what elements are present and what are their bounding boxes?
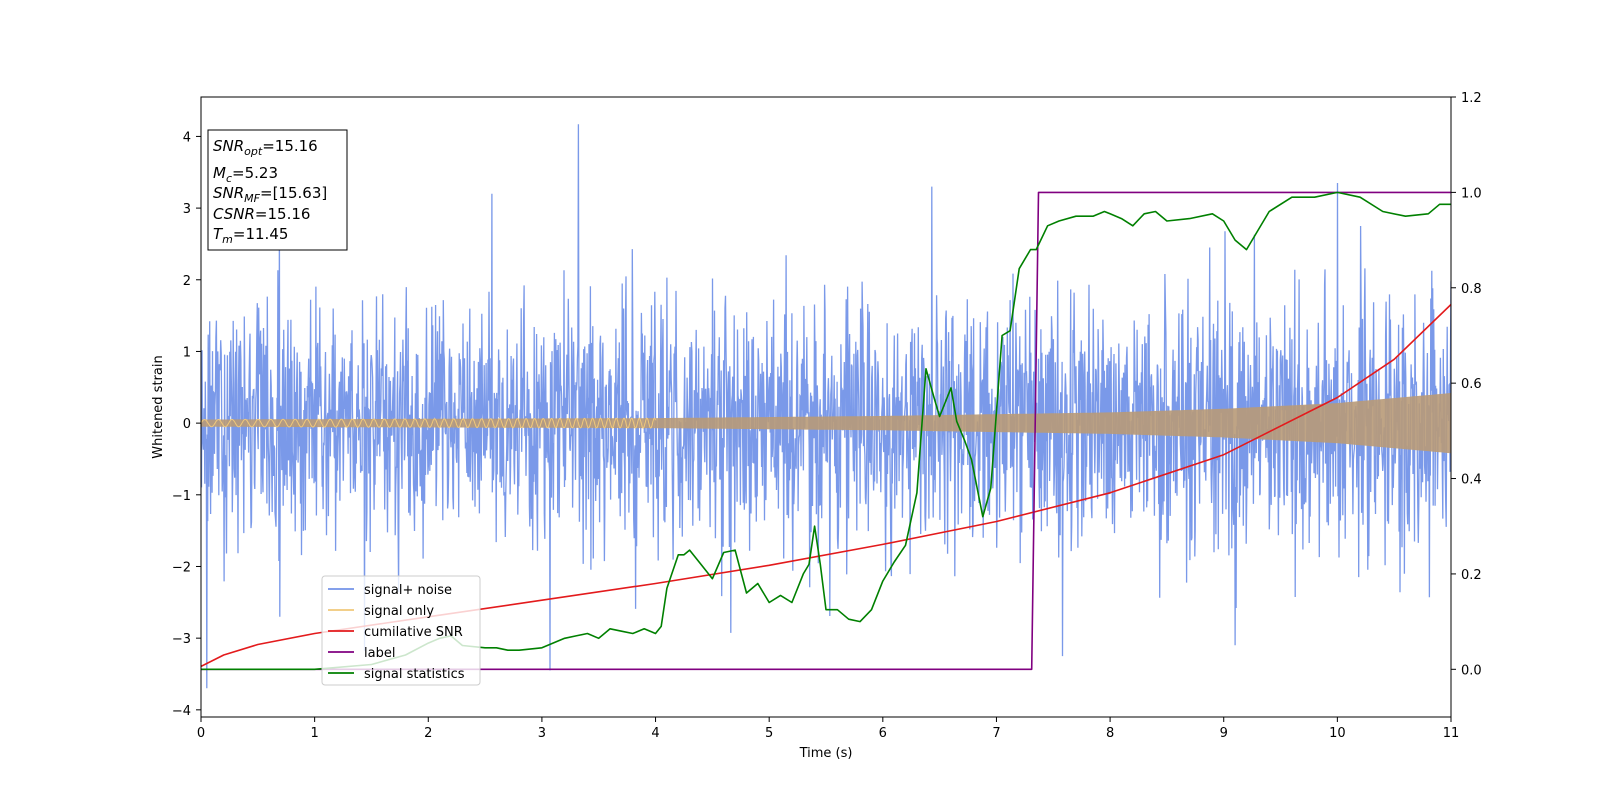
x-tick-label: 9 — [1220, 726, 1228, 741]
x-tick-label: 4 — [651, 726, 659, 741]
legend-label: signal statistics — [364, 667, 465, 682]
plot-area — [201, 124, 1451, 689]
series-label-line — [201, 191, 1451, 671]
legend-label: signal only — [364, 604, 434, 619]
series-signal-statistics-line — [201, 191, 1451, 671]
y-tick-label: −3 — [172, 632, 191, 647]
x-tick-label: 6 — [879, 726, 887, 741]
info-snr-opt: SNRopt=15.16 — [213, 137, 318, 158]
x-axis-label: Time (s) — [799, 746, 853, 761]
info-mc: Mc=5.23 — [213, 164, 278, 185]
y2-tick-label: 0.2 — [1461, 568, 1482, 583]
series-cumilative-snr-line — [201, 303, 1451, 668]
y-tick-label: 0 — [183, 417, 191, 432]
x-tick-label: 10 — [1329, 726, 1346, 741]
legend: signal+ noise signal only cumilative SNR la… — [321, 575, 481, 686]
y2-tick-label: 1.2 — [1461, 91, 1482, 106]
y-tick-label: 2 — [183, 274, 191, 289]
y-axis-right: 0.0 0.2 0.4 0.6 0.8 1.0 1.2 — [1451, 91, 1482, 678]
legend-item-label: label — [328, 646, 395, 661]
legend-frame — [321, 575, 481, 686]
x-tick-label: 11 — [1443, 726, 1460, 741]
x-axis: 0 1 2 3 4 5 6 7 8 9 10 11 — [197, 717, 1459, 741]
series-signal-only-line — [201, 417, 656, 429]
x-tick-label: 8 — [1106, 726, 1114, 741]
legend-item-cumilative-snr: cumilative SNR — [328, 625, 463, 640]
info-tm: Tm=11.45 — [213, 225, 288, 246]
legend-item-signal-statistics: signal statistics — [328, 667, 465, 682]
legend-item-signal-only: signal only — [328, 604, 434, 619]
info-csnr: CSNR=15.16 — [213, 205, 310, 223]
y-tick-label: 3 — [183, 202, 191, 217]
x-tick-label: 0 — [197, 726, 205, 741]
x-tick-label: 1 — [310, 726, 318, 741]
x-tick-label: 2 — [424, 726, 432, 741]
y-tick-label: −4 — [172, 704, 191, 719]
x-tick-label: 3 — [538, 726, 546, 741]
y-tick-label: −1 — [172, 489, 191, 504]
y-tick-label: 4 — [183, 130, 191, 145]
x-tick-label: 5 — [765, 726, 773, 741]
x-tick-label: 7 — [992, 726, 1000, 741]
legend-label: signal+ noise — [364, 583, 452, 598]
series-signal-noise-line — [201, 124, 1451, 689]
series-signal-only-area — [201, 393, 1451, 454]
legend-label: cumilative SNR — [364, 625, 463, 640]
info-box: SNRopt=15.16 Mc=5.23 SNRMF=[15.63] CSNR=… — [207, 129, 348, 251]
y-axis-label: Whitened strain — [151, 355, 166, 458]
info-snr-mf: SNRMF=[15.63] — [213, 184, 327, 205]
y2-tick-label: 0.8 — [1461, 282, 1482, 297]
y-axis-left: −4 −3 −2 −1 0 1 2 3 4 — [172, 130, 201, 719]
y-tick-label: 1 — [183, 345, 191, 360]
y2-tick-label: 1.0 — [1461, 186, 1482, 201]
y2-tick-label: 0.0 — [1461, 663, 1482, 678]
info-box-frame — [207, 129, 348, 251]
y2-tick-label: 0.6 — [1461, 377, 1482, 392]
y-tick-label: −2 — [172, 560, 191, 575]
legend-item-signal-noise: signal+ noise — [328, 583, 452, 598]
y2-tick-label: 0.4 — [1461, 473, 1482, 488]
plot-frame — [200, 96, 1452, 718]
legend-label: label — [364, 646, 395, 661]
